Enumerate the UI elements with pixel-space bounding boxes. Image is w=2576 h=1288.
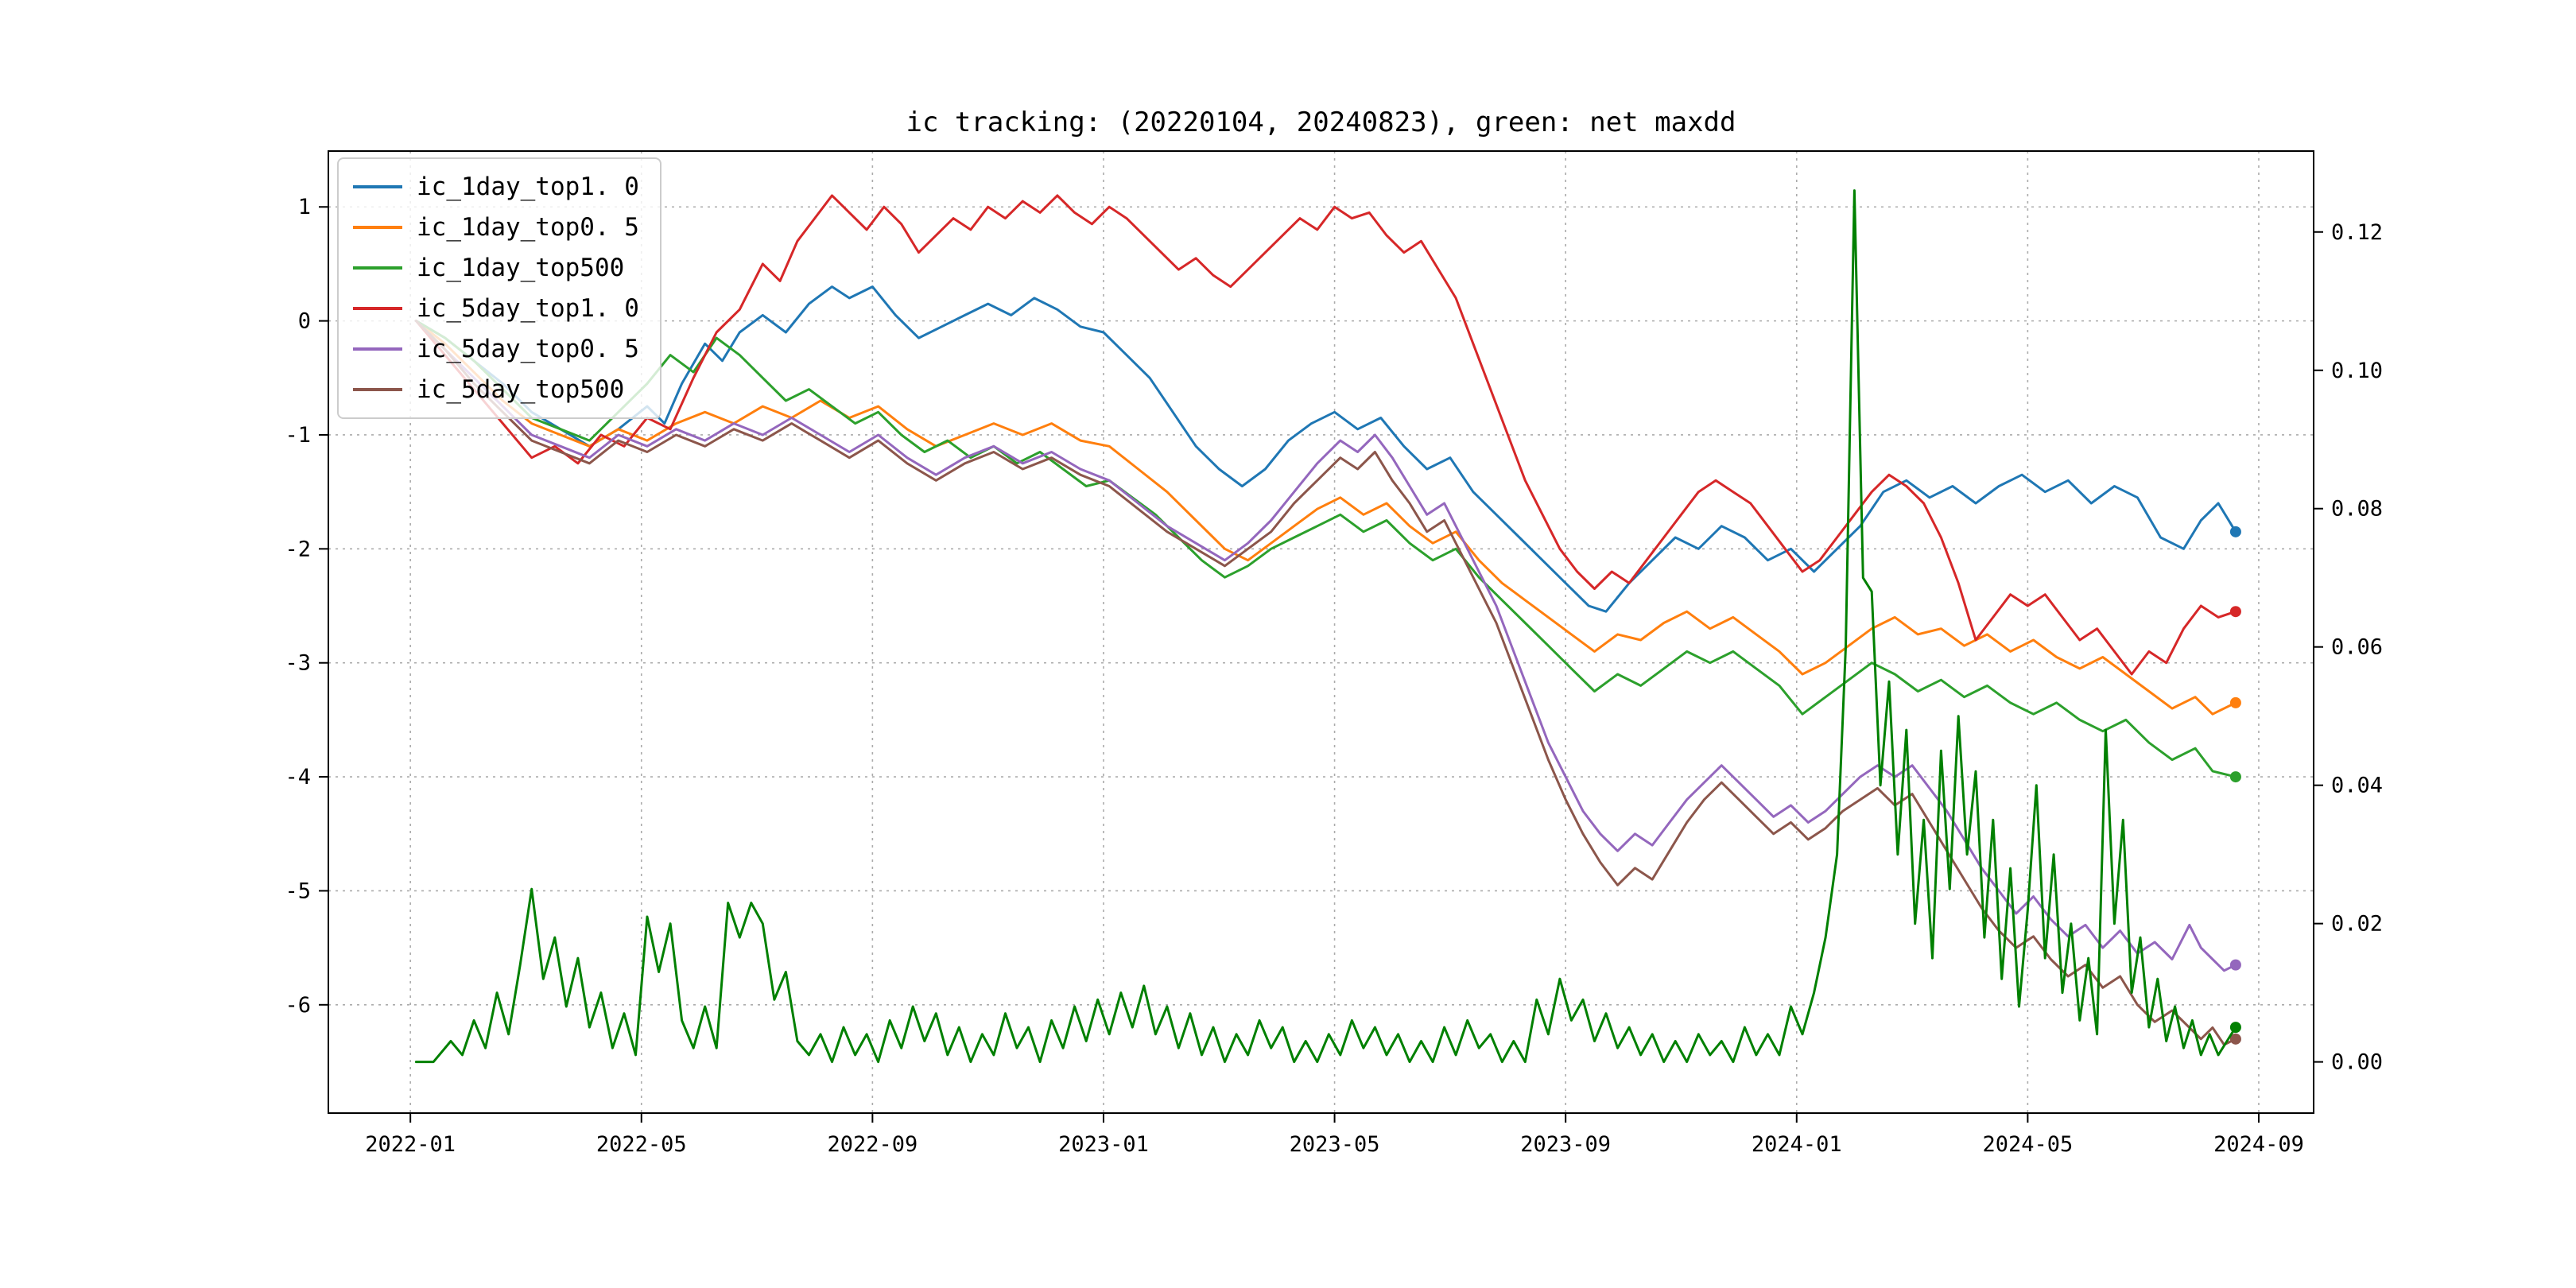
left-y-tick-label: 1 — [298, 195, 311, 219]
series-line-net-maxdd — [414, 189, 2237, 1064]
x-tick-label: 2023-05 — [1290, 1132, 1380, 1157]
series-line-ic-1day-top1-0 — [414, 285, 2237, 613]
series-end-marker — [2229, 1022, 2241, 1034]
right-y-tick-label: 0.12 — [2331, 220, 2383, 245]
legend-item: ic_1day_top1. 0 — [353, 170, 639, 204]
left-y-tick-label: -1 — [285, 423, 311, 448]
x-tick-label: 2023-01 — [1058, 1132, 1149, 1157]
series-end-marker — [2229, 1033, 2241, 1045]
series-line-ic-5day-top500 — [414, 320, 2237, 1046]
right-y-tick-label: 0.06 — [2331, 635, 2383, 660]
legend-line-swatch — [353, 266, 402, 270]
plot-border — [328, 150, 2314, 1114]
right-y-tick-label: 0.10 — [2331, 359, 2383, 383]
legend-label: ic_5day_top0. 5 — [417, 335, 639, 363]
legend-item: ic_5day_top1. 0 — [353, 292, 639, 325]
series-line-ic-5day-top1-0 — [414, 194, 2237, 676]
right-y-tick-label: 0.04 — [2331, 774, 2383, 798]
series-end-marker — [2229, 606, 2241, 618]
series-end-marker — [2229, 771, 2241, 783]
legend-label: ic_5day_top500 — [417, 375, 625, 404]
series-group — [414, 189, 2241, 1064]
left-y-tick-label: -3 — [285, 651, 311, 676]
x-tick-label: 2023-09 — [1520, 1132, 1611, 1157]
left-y-tick-label: 0 — [298, 309, 311, 334]
legend-label: ic_1day_top0. 5 — [417, 213, 639, 242]
legend-line-swatch — [353, 388, 402, 391]
axis-ticks — [319, 206, 2323, 1123]
legend-label: ic_1day_top1. 0 — [417, 173, 639, 201]
legend-item: ic_1day_top0. 5 — [353, 211, 639, 244]
series-line-ic-1day-top500 — [414, 320, 2237, 778]
chart-title: ic tracking: (20220104, 20240823), green… — [906, 107, 1736, 138]
legend-label: ic_1day_top500 — [417, 254, 625, 282]
axis-tick-labels: 2022-01 2022-05 2022-09 2023-01 2023-05 2023-… — [285, 195, 2383, 1157]
x-tick-label: 2024-09 — [2213, 1132, 2304, 1157]
series-end-marker — [2229, 959, 2241, 971]
series-end-marker — [2229, 696, 2241, 708]
left-y-tick-label: -2 — [285, 537, 311, 561]
grid — [328, 151, 2314, 1113]
legend-line-swatch — [353, 226, 402, 229]
left-y-tick-label: -4 — [285, 765, 311, 789]
series-line-ic-1day-top0-5 — [414, 320, 2237, 716]
x-tick-label: 2024-01 — [1752, 1132, 1842, 1157]
right-y-tick-label: 0.08 — [2331, 497, 2383, 522]
legend-item: ic_1day_top500 — [353, 251, 639, 285]
legend-line-swatch — [353, 185, 402, 188]
x-tick-label: 2022-09 — [827, 1132, 918, 1157]
x-tick-label: 2024-05 — [1982, 1132, 2073, 1157]
legend-label: ic_5day_top1. 0 — [417, 294, 639, 323]
legend-line-swatch — [353, 347, 402, 351]
x-tick-label: 2022-05 — [596, 1132, 687, 1157]
legend-item: ic_5day_top500 — [353, 373, 639, 406]
series-end-marker — [2229, 526, 2241, 537]
right-y-tick-label: 0.02 — [2331, 912, 2383, 937]
legend: ic_1day_top1. 0 ic_1day_top0. 5 ic_1day_to… — [337, 157, 661, 419]
left-y-tick-label: -5 — [285, 879, 311, 903]
left-y-tick-label: -6 — [285, 993, 311, 1018]
legend-line-swatch — [353, 307, 402, 310]
right-y-tick-label: 0.00 — [2331, 1050, 2383, 1075]
x-tick-label: 2022-01 — [365, 1132, 456, 1157]
legend-item: ic_5day_top0. 5 — [353, 332, 639, 366]
series-line-ic-5day-top0-5 — [414, 320, 2237, 972]
